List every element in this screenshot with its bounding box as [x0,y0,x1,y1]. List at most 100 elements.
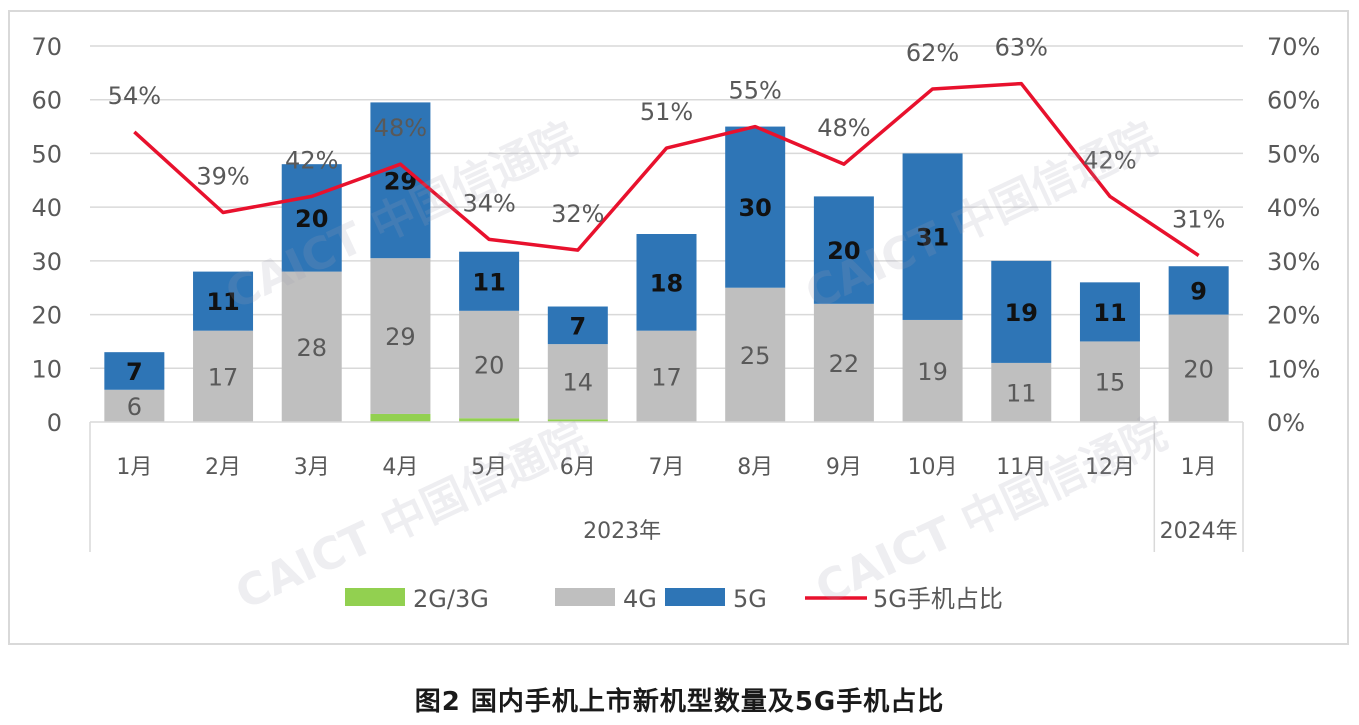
bar-4g [1168,314,1229,422]
y-right-tick-label: 60% [1267,87,1320,115]
data-label-5g: 11 [1093,299,1126,327]
data-label-5g: 19 [1005,299,1038,327]
data-label-5g: 31 [916,224,949,252]
bar-2g-3g [370,413,431,422]
chart: 0 0% 10 10% 20 20% 30 30% 40 40% 50 50% 60 60% 70 70% 6 7… [31,33,1320,620]
bar-4g [459,310,520,419]
y-right-tick-label: 10% [1267,355,1320,383]
bar-2g-3g [459,418,520,422]
data-label-4g: 25 [740,342,771,370]
data-label-4g: 14 [563,369,594,397]
x-tick-label: 8月 [737,455,773,480]
legend-swatch [345,588,405,606]
line-data-label: 34% [462,189,515,217]
data-label-5g: 30 [738,194,771,222]
data-label-5g: 7 [569,312,586,340]
figure-caption: 图2 国内手机上市新机型数量及5G手机占比 [414,687,945,717]
x-tick-label: 6月 [560,455,596,480]
bar-4g [725,287,786,422]
bar-5g [547,306,608,345]
legend-label: 5G [733,585,767,613]
line-data-label: 42% [285,146,338,174]
x-tick-label: 11月 [996,455,1046,480]
data-label-4g: 20 [474,352,505,380]
data-label-4g: 6 [127,393,142,421]
y-left-tick-label: 0 [47,409,62,437]
data-label-5g: 11 [206,288,239,316]
bar-5g [1168,266,1229,315]
bar-4g [1079,341,1140,422]
y-left-tick-label: 50 [31,140,62,168]
line-5g-share [133,81,1200,257]
x-tick-label: 7月 [649,455,685,480]
bar-4g [104,389,165,422]
bar-4g [547,344,608,420]
data-label-4g: 22 [829,350,860,378]
data-label-5g: 7 [126,358,143,386]
y-right-tick-label: 0% [1267,409,1305,437]
x-tick-label: 10月 [908,455,958,480]
bar-4g [813,303,874,422]
line-data-label: 51% [640,98,693,126]
line-data-label: 32% [551,200,604,228]
x-tick-label: 1月 [1181,455,1217,480]
bar-5g [1079,282,1140,342]
data-label-5g: 20 [827,237,860,265]
bar-4g [370,258,431,414]
bar-5g [813,196,874,304]
y-right-tick-label: 20% [1267,302,1320,330]
bar-4g [991,362,1052,422]
bar-5g [725,126,786,288]
bar-5g [281,164,342,272]
legend-swatch [665,588,725,606]
chart-frame [8,10,1349,645]
y-left-tick-label: 20 [31,302,62,330]
data-label-5g: 20 [295,205,328,233]
line-data-label: 42% [1083,146,1136,174]
y-right-tick-label: 50% [1267,140,1320,168]
bar-5g [991,260,1052,363]
data-label-4g: 19 [917,358,948,386]
legend-label: 4G [623,585,657,613]
line-data-label: 54% [108,82,161,110]
legend-label: 2G/3G [413,585,489,613]
x-tick-label: 9月 [826,455,862,480]
bar-4g [636,330,697,422]
line-data-label: 31% [1172,205,1225,233]
line-data-label: 48% [817,114,870,142]
legend-swatch [555,588,615,606]
bar-5g [193,271,254,331]
x-tick-label: 1月 [116,455,152,480]
x-tick-label: 2月 [205,455,241,480]
bar-4g [193,330,254,422]
bar-4g [281,271,342,422]
bar-2g-3g [547,419,608,422]
x-group-label: 2023年 [583,519,661,544]
data-label-4g: 29 [385,323,416,351]
bar-5g [459,251,520,311]
data-label-4g: 28 [296,334,327,362]
line-data-label: 55% [729,77,782,105]
bar-5g [104,352,165,390]
data-label-5g: 11 [472,268,505,296]
data-label-5g: 18 [650,269,683,297]
data-label-4g: 20 [1183,355,1214,383]
data-label-4g: 17 [208,363,239,391]
x-group-label: 2024年 [1160,519,1238,544]
x-tick-label: 12月 [1085,455,1135,480]
bar-5g [636,234,697,331]
x-tick-label: 3月 [294,455,330,480]
line-data-label: 63% [995,34,1048,62]
line-data-label: 39% [196,163,249,191]
y-left-tick-label: 70 [31,33,62,61]
y-right-tick-label: 30% [1267,248,1320,276]
y-left-tick-label: 60 [31,87,62,115]
line-data-label: 48% [374,114,427,142]
data-label-4g: 11 [1006,379,1037,407]
y-left-tick-label: 10 [31,355,62,383]
watermark: CAICT 中国信通院 [228,413,594,620]
legend-label: 5G手机占比 [873,585,1003,613]
y-left-tick-label: 40 [31,194,62,222]
bar-4g [902,319,963,422]
watermark: CAICT 中国信通院 [808,408,1174,615]
